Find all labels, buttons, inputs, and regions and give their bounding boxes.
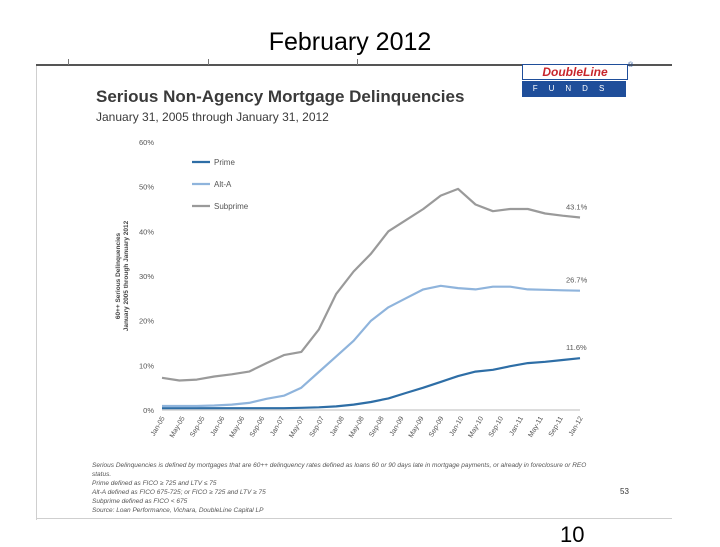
inner-page-number: 53: [620, 487, 629, 496]
slide-title: February 2012: [268, 28, 432, 56]
series-line-prime: [162, 357, 581, 410]
legend-label: Alt-A: [214, 180, 232, 189]
x-tick-label: Jan-11: [509, 415, 526, 437]
end-value-label: 26.7%: [566, 276, 588, 285]
legend-label: Prime: [214, 158, 235, 167]
end-value-label: 11.6%: [566, 343, 587, 352]
footnote-line: Source: Loan Performance, Vichara, Doubl…: [92, 507, 264, 514]
x-tick-label: Jan-06: [210, 415, 227, 437]
logo-registered-mark: ®: [628, 62, 634, 69]
x-tick-label: Sep-10: [488, 415, 505, 438]
x-tick-label: May-11: [527, 415, 545, 438]
x-tick-label: Jan-09: [389, 415, 406, 437]
end-value-label: 43.1%: [566, 202, 588, 211]
y-tick-label: 40%: [139, 227, 154, 236]
x-tick-label: Sep-05: [189, 415, 206, 438]
header-tick: [68, 59, 69, 65]
x-tick-label: May-07: [288, 415, 306, 439]
x-tick-label: May-10: [467, 415, 485, 439]
chart-title: Serious Non-Agency Mortgage Delinquencie…: [96, 87, 465, 106]
x-tick-label: May-06: [229, 415, 247, 439]
y-tick-label: 60%: [139, 138, 154, 147]
x-tick-label: Jan-10: [449, 415, 466, 437]
y-tick-label: 10%: [139, 361, 154, 370]
y-axis-label: January 2005 through January 2012: [123, 220, 130, 331]
legend-label: Subprime: [214, 202, 249, 211]
x-tick-label: Jan-08: [329, 415, 346, 437]
x-tick-label: May-09: [408, 415, 426, 439]
series-line-alt-a: [162, 284, 581, 408]
x-tick-label: Jan-05: [150, 415, 167, 437]
footnote-line: Serious Delinquencies is defined by mort…: [92, 462, 587, 469]
footnote-line: Subprime defined as FICO < 675: [92, 498, 188, 505]
header-tick: [208, 59, 209, 65]
y-tick-label: 20%: [139, 317, 154, 326]
x-tick-label: Sep-11: [548, 415, 565, 438]
x-tick-label: May-08: [348, 415, 366, 439]
footnote-line: Alt-A defined as FICO 675-725; or FICO ≥…: [92, 489, 266, 496]
header-rule: [36, 64, 672, 66]
x-tick-label: Sep-07: [309, 415, 326, 438]
x-tick-label: Sep-09: [428, 415, 445, 438]
x-tick-label: Sep-08: [368, 415, 385, 438]
delinquency-chart: 0% 10% 20% 30% 40% 50% 60% 60++ Serious Delinqu…: [115, 138, 588, 439]
logo-funds-text: FUNDS: [522, 81, 626, 97]
footnote-line: status.: [92, 471, 112, 478]
logo-brand-text: DoubleLine: [522, 64, 628, 80]
x-tick-label: May-05: [169, 415, 187, 439]
x-tick-label: Jan-07: [269, 415, 286, 437]
footer-rule: [36, 518, 672, 519]
y-tick-label: 30%: [139, 272, 154, 281]
doubleline-logo: DoubleLine FUNDS ®: [520, 62, 634, 100]
header-tick: [357, 59, 358, 65]
footnote-line: Prime defined as FICO ≥ 725 and LTV ≤ 75: [92, 480, 217, 487]
slide-number: 10: [560, 522, 585, 547]
x-tick-label: Sep-06: [249, 415, 266, 438]
y-tick-label: 0%: [143, 406, 154, 415]
x-tick-label: Jan-12: [568, 415, 585, 437]
y-tick-label: 50%: [139, 183, 154, 192]
y-axis-label: 60++ Serious Delinquencies: [115, 232, 122, 319]
chart-subtitle: January 31, 2005 through January 31, 201…: [96, 110, 329, 124]
series-line-subprime: [161, 187, 581, 382]
frame-line: [36, 66, 37, 520]
